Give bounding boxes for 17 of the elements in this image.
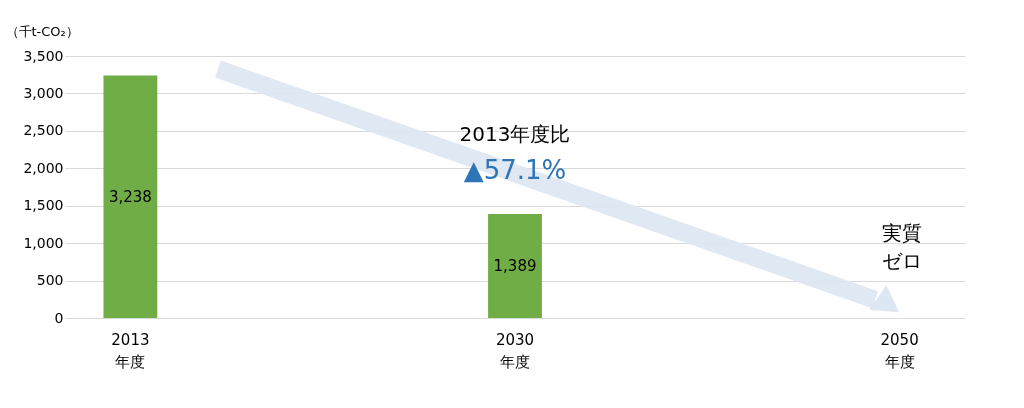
x-tick-label: 2013 年度 <box>111 330 150 371</box>
x-tick-label: 2030 年度 <box>495 330 535 371</box>
y-tick-label: 3,000 <box>23 84 64 101</box>
y-tick-label: 3,500 <box>23 47 64 64</box>
data-label: 3,238 <box>108 187 152 206</box>
annotation: 2013年度比 <box>459 121 571 146</box>
y-axis-title: （千t-CO₂） <box>5 23 79 39</box>
annotation: 実質ゼロ <box>882 221 922 274</box>
y-tick-label: 2,000 <box>23 159 64 176</box>
x-tick-label: 2050 年度 <box>880 330 919 371</box>
y-tick-label: 500 <box>36 272 64 289</box>
y-tick-label: 2,500 <box>23 122 64 139</box>
y-tick-label: 0 <box>54 309 64 326</box>
y-tick-label: 1,000 <box>23 234 64 251</box>
annotation: ▲57.1% <box>463 155 567 186</box>
y-tick-label: 1,500 <box>23 197 64 214</box>
data-label: 1,389 <box>493 257 537 276</box>
